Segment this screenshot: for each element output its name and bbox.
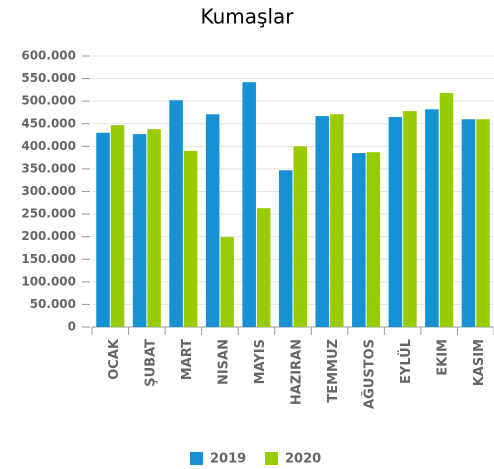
bar <box>352 153 366 327</box>
x-tick-label: MAYIS <box>253 339 268 384</box>
x-tick-label: OCAK <box>107 338 122 380</box>
y-tick-label: 400.000 <box>21 139 76 153</box>
y-tick-label: 50.000 <box>30 297 76 311</box>
bar <box>366 152 381 327</box>
x-tick-label: MART <box>180 339 195 380</box>
y-tick-label: 0 <box>68 320 76 334</box>
bar <box>278 170 293 327</box>
bar <box>110 125 125 327</box>
bar <box>403 111 417 327</box>
bar <box>96 132 110 327</box>
x-tick-label: NISAN <box>216 339 231 385</box>
y-tick-label: 250.000 <box>21 207 76 221</box>
x-tick-label: HAZIRAN <box>290 339 305 405</box>
bar <box>220 237 234 327</box>
bar <box>330 114 344 327</box>
legend-swatch <box>265 452 278 465</box>
y-tick-label: 300.000 <box>21 184 76 198</box>
bar <box>169 100 183 327</box>
legend-swatch <box>190 452 203 465</box>
x-tick-label: EKIM <box>436 339 451 376</box>
y-tick-label: 150.000 <box>21 252 76 266</box>
y-tick-label: 500.000 <box>21 94 76 108</box>
bar <box>242 82 256 328</box>
chart-title: Kumaşlar <box>201 5 295 29</box>
x-tick-label: TEMMUZ <box>326 339 341 403</box>
bar <box>132 134 147 327</box>
y-tick-label: 350.000 <box>21 161 76 175</box>
bar <box>439 93 454 327</box>
y-tick-label: 550.000 <box>21 71 76 85</box>
bar <box>315 116 330 328</box>
bar <box>183 150 198 327</box>
legend-label: 2019 <box>210 452 246 467</box>
x-tick-label: EYLÜL <box>398 339 414 384</box>
bar <box>205 114 220 327</box>
y-tick-label: 600.000 <box>21 49 76 63</box>
y-tick-label: 100.000 <box>21 274 76 288</box>
y-tick-label: 200.000 <box>21 229 76 243</box>
bar <box>461 119 476 327</box>
bar <box>147 129 161 327</box>
legend-label: 2020 <box>285 452 321 467</box>
x-tick-label: AĞUSTOS <box>362 339 378 409</box>
bar <box>256 208 271 327</box>
x-tick-label: ŞUBAT <box>143 339 158 387</box>
bar <box>425 109 439 328</box>
bar <box>476 119 490 327</box>
bar <box>388 116 403 327</box>
bar <box>293 146 308 327</box>
y-tick-label: 450.000 <box>21 116 76 130</box>
x-tick-label: KASIM <box>472 339 487 386</box>
